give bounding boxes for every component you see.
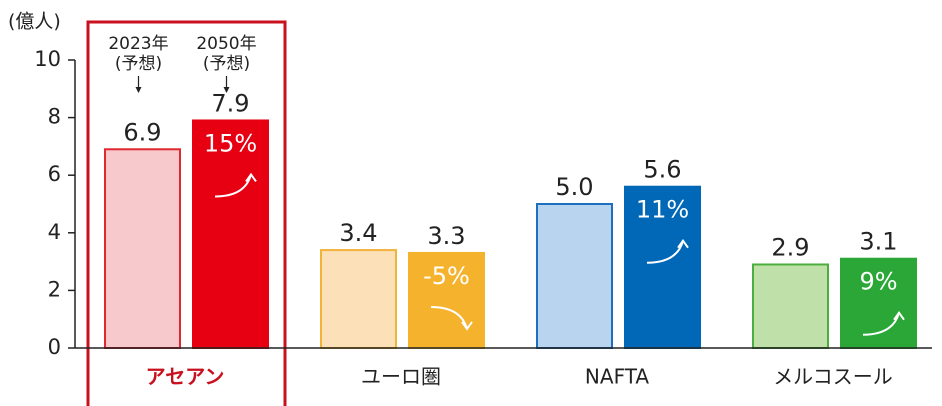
y-tick-label: 0 xyxy=(48,335,61,359)
value-label: 2.9 xyxy=(771,233,809,261)
x-tick-label: ユーロ圏 xyxy=(361,365,441,389)
bar xyxy=(408,251,485,350)
value-label: 3.1 xyxy=(859,228,897,256)
value-label: 5.6 xyxy=(643,156,681,184)
bar xyxy=(104,148,181,349)
value-label: 6.9 xyxy=(123,118,161,146)
legend-label: (予想) xyxy=(203,54,250,74)
y-tick-label: 10 xyxy=(34,47,61,71)
value-label: 5.0 xyxy=(555,173,593,201)
y-tick-label: 4 xyxy=(48,220,61,244)
growth-arrowhead xyxy=(461,321,473,331)
y-axis-label: (億人) xyxy=(8,11,61,33)
bar xyxy=(192,119,269,350)
growth-arrowhead xyxy=(245,172,257,183)
growth-label: -5% xyxy=(423,262,470,290)
bar xyxy=(320,249,397,349)
growth-arrowhead xyxy=(893,310,905,321)
value-label: 3.4 xyxy=(339,219,377,247)
legend-arrowhead xyxy=(135,87,142,93)
bar xyxy=(536,203,613,349)
value-label: 3.3 xyxy=(427,222,465,250)
bar xyxy=(752,263,829,350)
growth-arrowhead xyxy=(677,238,689,249)
y-tick-label: 6 xyxy=(48,162,61,186)
x-tick-label: NAFTA xyxy=(585,365,649,389)
y-tick-label: 2 xyxy=(48,277,61,301)
x-tick-label: メルコスール xyxy=(773,365,893,389)
value-label: 7.9 xyxy=(211,89,249,117)
legend-label: (予想) xyxy=(115,54,162,74)
y-tick-label: 8 xyxy=(48,105,61,129)
growth-label: 15% xyxy=(204,129,257,157)
x-tick-label: アセアン xyxy=(146,365,225,389)
highlight-box xyxy=(86,20,287,406)
growth-label: 11% xyxy=(636,196,689,224)
growth-label: 9% xyxy=(859,268,897,296)
legend-label: 2050年 xyxy=(196,34,256,54)
legend-arrowhead xyxy=(223,87,230,93)
legend-label: 2023年 xyxy=(108,34,168,54)
